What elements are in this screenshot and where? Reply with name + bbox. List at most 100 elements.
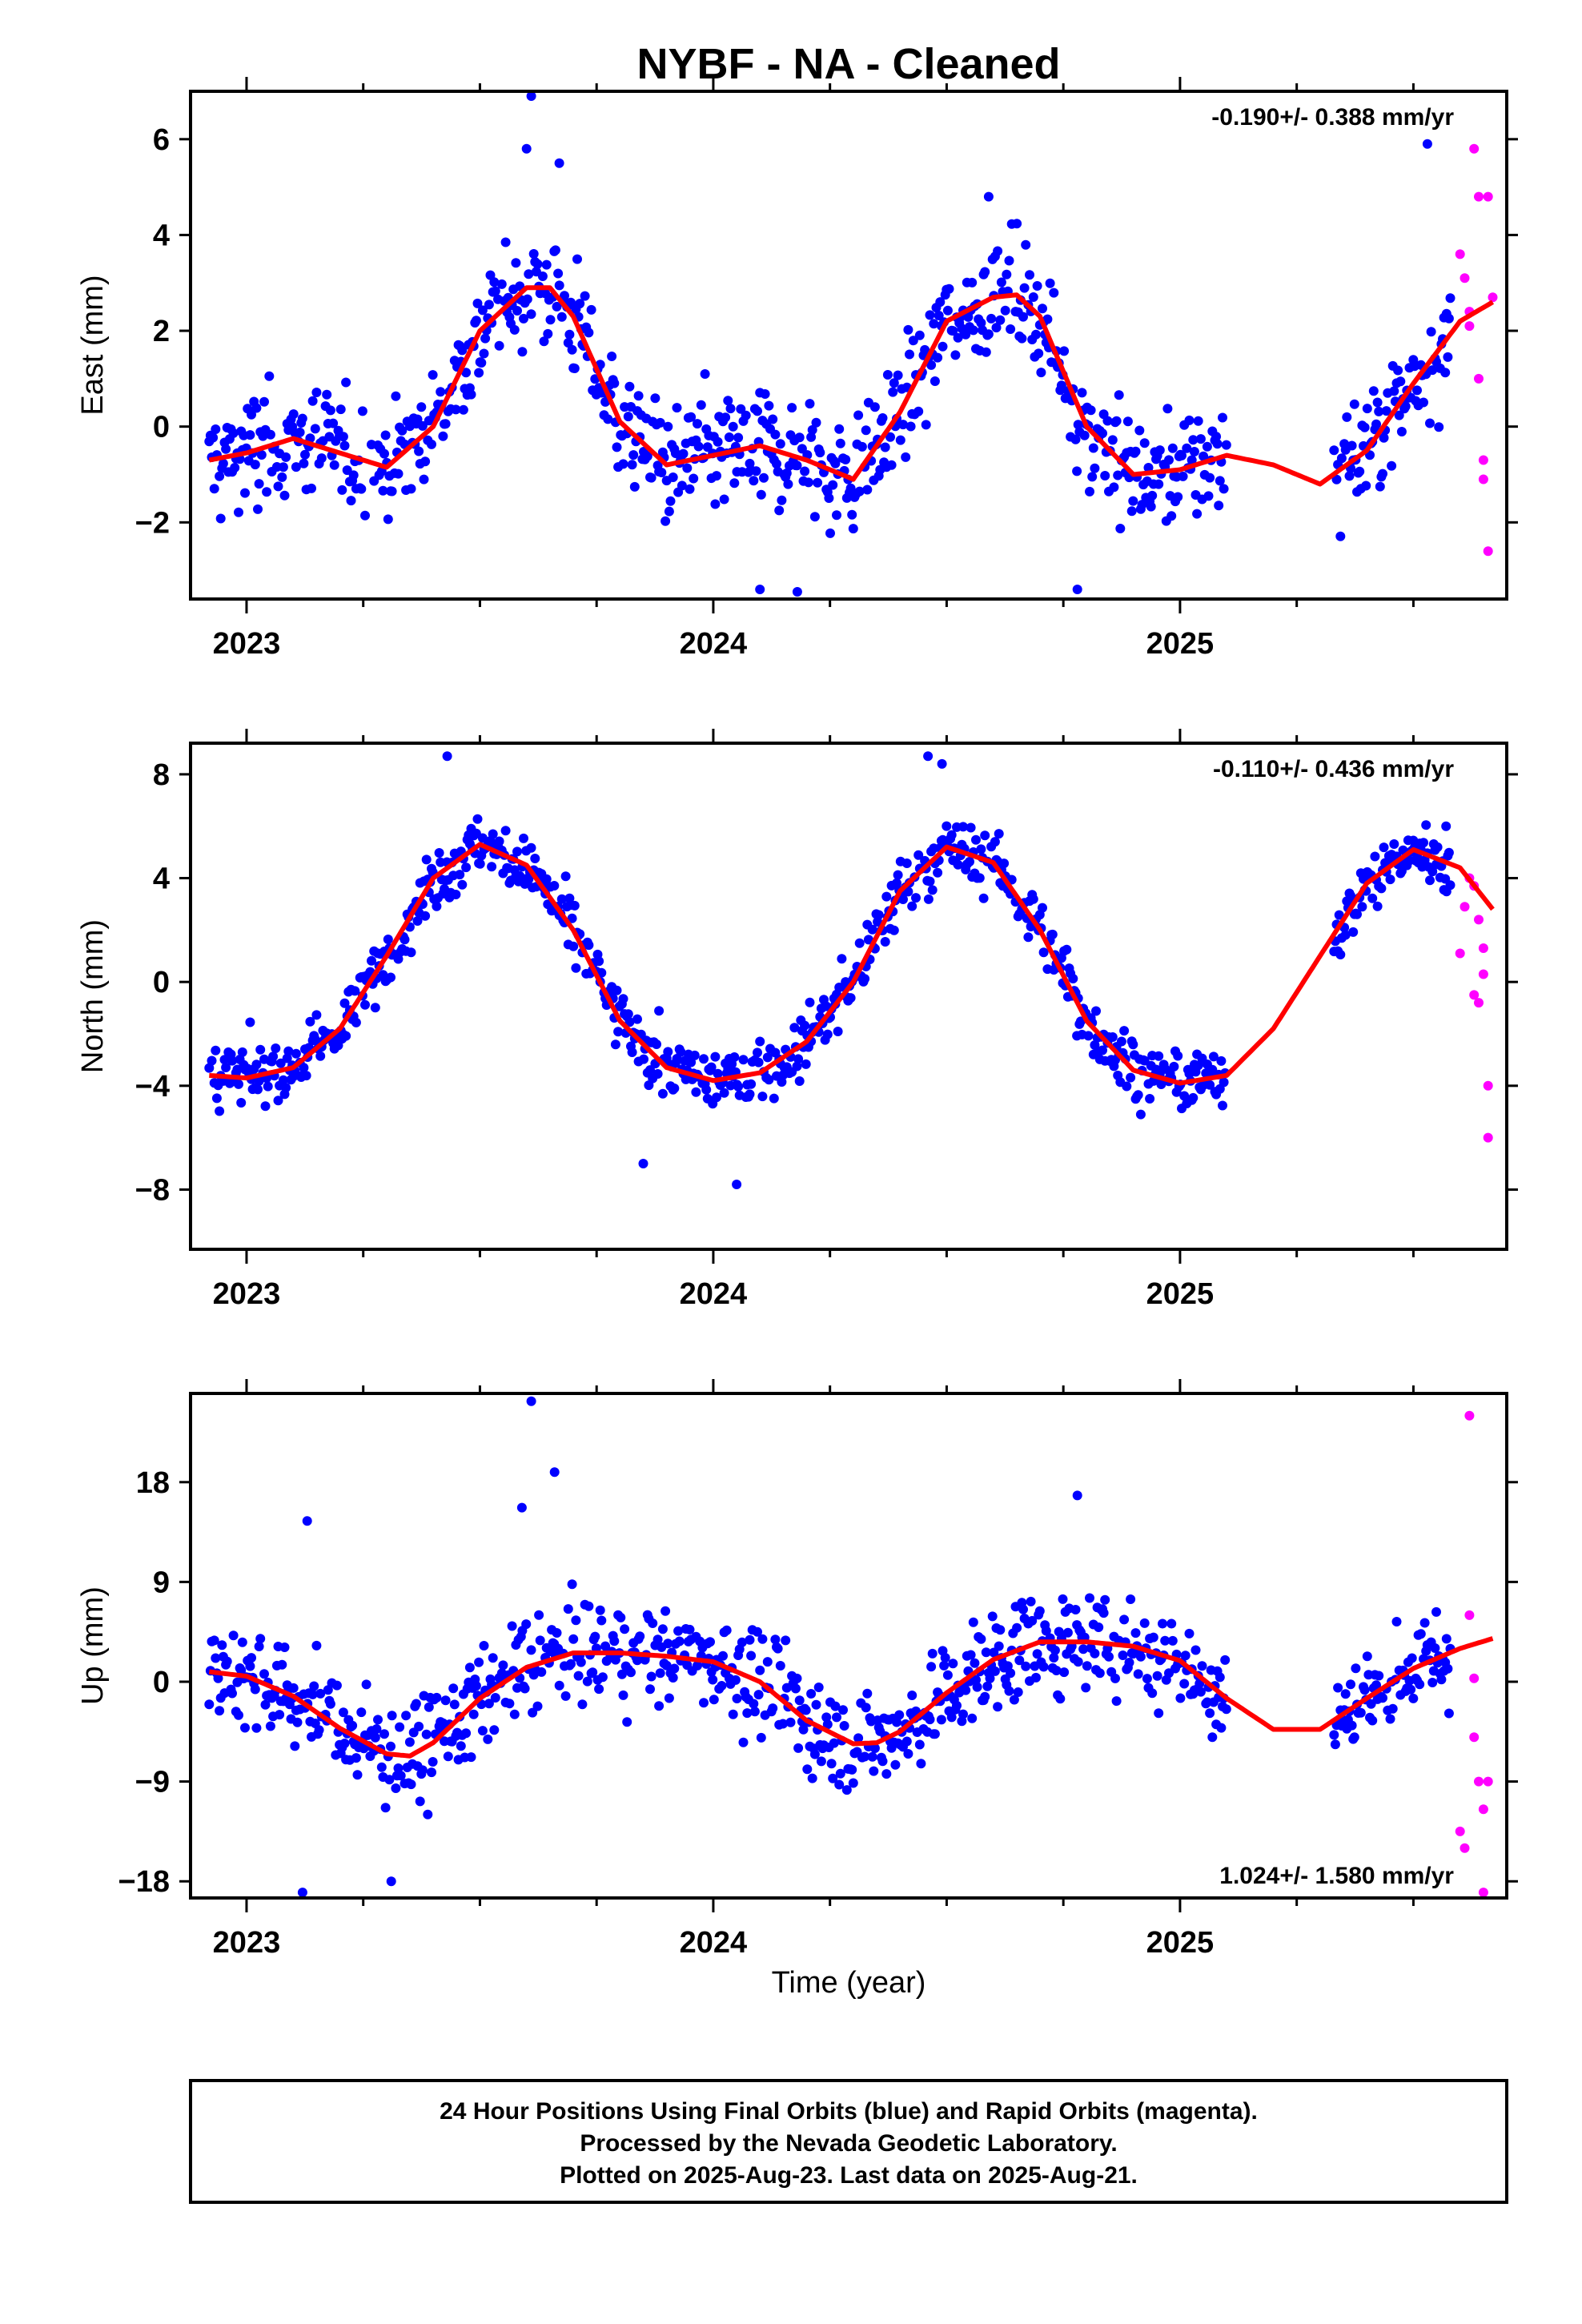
north-final-point bbox=[980, 830, 990, 841]
east-final-point bbox=[1173, 492, 1183, 502]
up-final-point bbox=[401, 1711, 412, 1721]
up-final-point bbox=[832, 1712, 841, 1723]
up-final-point bbox=[1220, 1655, 1231, 1665]
east-final-point bbox=[993, 246, 1003, 256]
north-final-point bbox=[755, 1036, 765, 1047]
north-y-tick-label: 0 bbox=[153, 966, 170, 999]
east-final-point bbox=[419, 474, 429, 485]
up-final-point bbox=[674, 1636, 685, 1647]
up-final-point bbox=[839, 1721, 849, 1731]
up-final-point bbox=[993, 1702, 1003, 1712]
east-final-point bbox=[832, 510, 841, 521]
north-plot-frame bbox=[189, 742, 1508, 1251]
east-final-point bbox=[1177, 450, 1186, 460]
up-final-point bbox=[749, 1699, 759, 1709]
east-final-point bbox=[328, 418, 339, 428]
north-final-point bbox=[386, 972, 396, 983]
east-final-point bbox=[905, 349, 914, 360]
up-final-point bbox=[1216, 1723, 1227, 1733]
up-final-point bbox=[968, 1617, 978, 1627]
up-final-point bbox=[1419, 1618, 1430, 1628]
up-final-point bbox=[1195, 1687, 1206, 1697]
up-final-point bbox=[1118, 1651, 1128, 1660]
east-final-point bbox=[215, 471, 225, 481]
east-final-point bbox=[1079, 430, 1090, 440]
east-final-point bbox=[682, 463, 693, 473]
north-final-point bbox=[1098, 1045, 1107, 1055]
north-final-point bbox=[923, 894, 934, 904]
east-final-point bbox=[1100, 471, 1110, 480]
north-final-point bbox=[1205, 1080, 1215, 1090]
east-final-point bbox=[1211, 432, 1222, 442]
up-final-point bbox=[939, 1660, 950, 1671]
up-final-point bbox=[1349, 1732, 1359, 1743]
east-final-point bbox=[668, 472, 678, 482]
east-final-point bbox=[996, 277, 1006, 287]
up-final-point bbox=[474, 1657, 484, 1667]
north-final-point bbox=[1385, 875, 1395, 885]
east-final-point bbox=[655, 417, 665, 428]
east-final-point bbox=[472, 298, 483, 308]
north-final-point bbox=[701, 1084, 712, 1095]
up-final-point bbox=[829, 1738, 839, 1748]
north-final-point bbox=[676, 1047, 686, 1057]
north-final-point bbox=[1119, 1026, 1130, 1036]
north-final-point bbox=[1068, 974, 1078, 983]
up-x-tick-label: 2023 bbox=[213, 1926, 281, 1960]
east-final-point bbox=[273, 481, 283, 492]
north-final-point bbox=[254, 1076, 264, 1086]
up-final-point bbox=[314, 1725, 324, 1735]
up-final-point bbox=[1427, 1678, 1438, 1687]
up-rapid-point bbox=[1455, 1826, 1465, 1836]
up-final-point bbox=[770, 1634, 781, 1645]
north-final-point bbox=[794, 1076, 805, 1086]
east-final-point bbox=[774, 505, 785, 516]
east-final-point bbox=[770, 429, 781, 440]
up-final-point bbox=[1111, 1696, 1122, 1707]
up-final-point bbox=[717, 1681, 727, 1691]
up-final-point bbox=[1362, 1651, 1372, 1662]
up-final-point bbox=[816, 1756, 826, 1767]
east-final-point bbox=[1059, 346, 1070, 356]
east-final-point bbox=[1362, 404, 1372, 414]
east-final-point bbox=[537, 271, 548, 281]
up-final-point bbox=[746, 1651, 757, 1661]
east-final-point bbox=[686, 412, 697, 422]
up-y-tick-label: −9 bbox=[135, 1766, 170, 1799]
north-final-point bbox=[461, 862, 472, 873]
east-final-point bbox=[1072, 585, 1082, 594]
up-rapid-point bbox=[1478, 1888, 1488, 1898]
north-final-point bbox=[733, 1081, 744, 1092]
north-rapid-point bbox=[1483, 1080, 1493, 1091]
east-final-point bbox=[934, 311, 944, 320]
up-final-point bbox=[427, 1767, 436, 1778]
east-final-point bbox=[834, 424, 845, 434]
east-final-point bbox=[862, 485, 873, 495]
north-final-point bbox=[282, 1053, 292, 1063]
up-final-point bbox=[838, 1705, 848, 1715]
east-final-point bbox=[567, 344, 577, 355]
east-final-point bbox=[1017, 333, 1027, 344]
east-final-point bbox=[211, 424, 221, 434]
up-x-tick-label: 2025 bbox=[1146, 1926, 1215, 1960]
east-final-point bbox=[288, 409, 299, 420]
north-final-point bbox=[567, 913, 577, 923]
up-final-point bbox=[211, 1653, 221, 1663]
up-final-point bbox=[1058, 1594, 1068, 1604]
east-y-tick-label: 6 bbox=[153, 123, 170, 157]
north-final-point bbox=[1334, 910, 1344, 920]
up-final-point bbox=[1031, 1672, 1041, 1683]
north-final-point bbox=[1126, 1072, 1136, 1083]
east-final-point bbox=[1336, 453, 1347, 464]
east-rate-label: -0.190+/- 0.388 mm/yr bbox=[1211, 104, 1454, 131]
east-final-point bbox=[256, 450, 267, 460]
up-final-point bbox=[785, 1717, 796, 1727]
east-final-point bbox=[813, 477, 823, 488]
east-final-point bbox=[299, 458, 309, 468]
up-final-point bbox=[240, 1723, 250, 1733]
east-final-point bbox=[1355, 466, 1365, 476]
east-final-point bbox=[933, 352, 943, 363]
up-final-point bbox=[768, 1703, 778, 1714]
up-final-point bbox=[396, 1771, 406, 1781]
up-final-point bbox=[1441, 1634, 1452, 1644]
